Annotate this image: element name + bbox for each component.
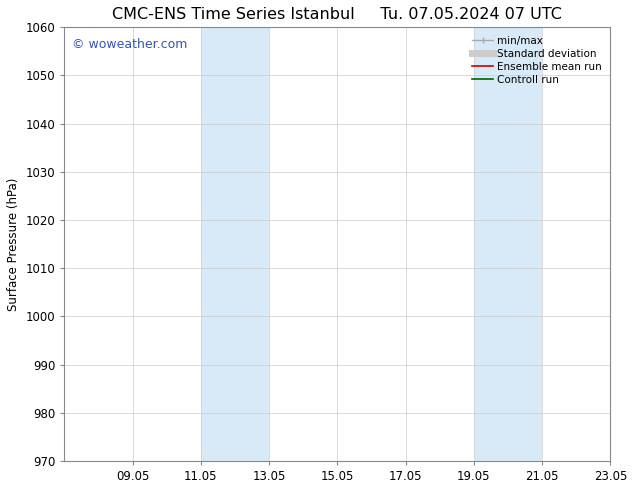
Y-axis label: Surface Pressure (hPa): Surface Pressure (hPa): [7, 177, 20, 311]
Bar: [474, 27, 542, 461]
Title: CMC-ENS Time Series Istanbul     Tu. 07.05.2024 07 UTC: CMC-ENS Time Series Istanbul Tu. 07.05.2…: [112, 7, 562, 22]
Legend: min/max, Standard deviation, Ensemble mean run, Controll run: min/max, Standard deviation, Ensemble me…: [469, 32, 605, 88]
Bar: [201, 27, 269, 461]
Text: © woweather.com: © woweather.com: [72, 38, 188, 51]
